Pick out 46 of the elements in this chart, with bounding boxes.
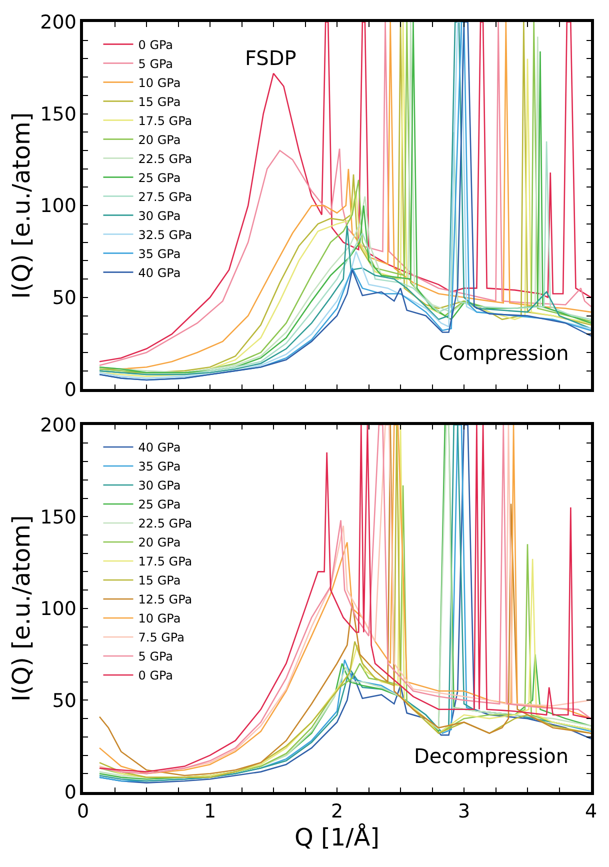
legend-label: 27.5 GPa [138, 190, 192, 204]
annotation: Compression [439, 341, 569, 365]
y-tick-label: 100 [40, 598, 76, 620]
legend-label: 17.5 GPa [138, 554, 192, 569]
legend-label: 35 GPa [138, 246, 181, 261]
legend-label: 40 GPa [138, 440, 181, 455]
legend-label: 5 GPa [138, 650, 174, 664]
annotation: Decompression [414, 744, 569, 768]
y-tick-label: 0 [64, 378, 76, 401]
y-tick-label: 50 [52, 287, 76, 310]
legend-label: 40 GPa [138, 266, 181, 280]
y-tick-label: 200 [40, 414, 76, 436]
x-tick-label: 2 [330, 800, 344, 823]
legend-label: 15 GPa [138, 94, 181, 109]
y-tick-label: 50 [52, 690, 76, 712]
legend-label: 25 GPa [138, 498, 181, 512]
legend-label: 35 GPa [138, 460, 181, 474]
y-tick-label: 0 [64, 782, 76, 804]
legend-label: 5 GPa [138, 56, 174, 71]
y-tick-label: 150 [40, 103, 76, 126]
legend-label: 15 GPa [138, 574, 181, 588]
x-tick-label: 3 [458, 800, 470, 823]
legend-label: 12.5 GPa [138, 592, 192, 607]
legend-label: 22.5 GPa [138, 152, 192, 166]
y-tick-label: 150 [40, 506, 76, 528]
annotation: FSDP [245, 46, 296, 70]
legend-label: 7.5 GPa [138, 630, 184, 645]
legend-label: 30 GPa [138, 478, 181, 493]
y-tick-label: 200 [40, 12, 76, 34]
x-tick-label: 4 [584, 800, 598, 823]
legend-label: 0 GPa [138, 38, 174, 52]
legend-label: 25 GPa [138, 170, 181, 185]
y-tick-label: 100 [40, 195, 76, 218]
x-axis-title: Q [1/Å] [294, 822, 380, 852]
legend-label: 32.5 GPa [138, 228, 192, 242]
legend-label: 0 GPa [138, 668, 174, 683]
legend-label: 20 GPa [138, 536, 181, 550]
legend-label: 10 GPa [138, 612, 181, 626]
legend-label: 10 GPa [138, 76, 181, 90]
x-tick-label: 1 [204, 800, 216, 823]
legend-label: 22.5 GPa [138, 516, 192, 531]
legend-label: 20 GPa [138, 132, 181, 147]
legend-label: 17.5 GPa [138, 114, 192, 128]
legend-label: 30 GPa [138, 208, 181, 223]
y-axis-title: I(Q) [e.u./atom] [7, 112, 36, 299]
y-axis-title: I(Q) [e.u./atom] [7, 515, 36, 702]
